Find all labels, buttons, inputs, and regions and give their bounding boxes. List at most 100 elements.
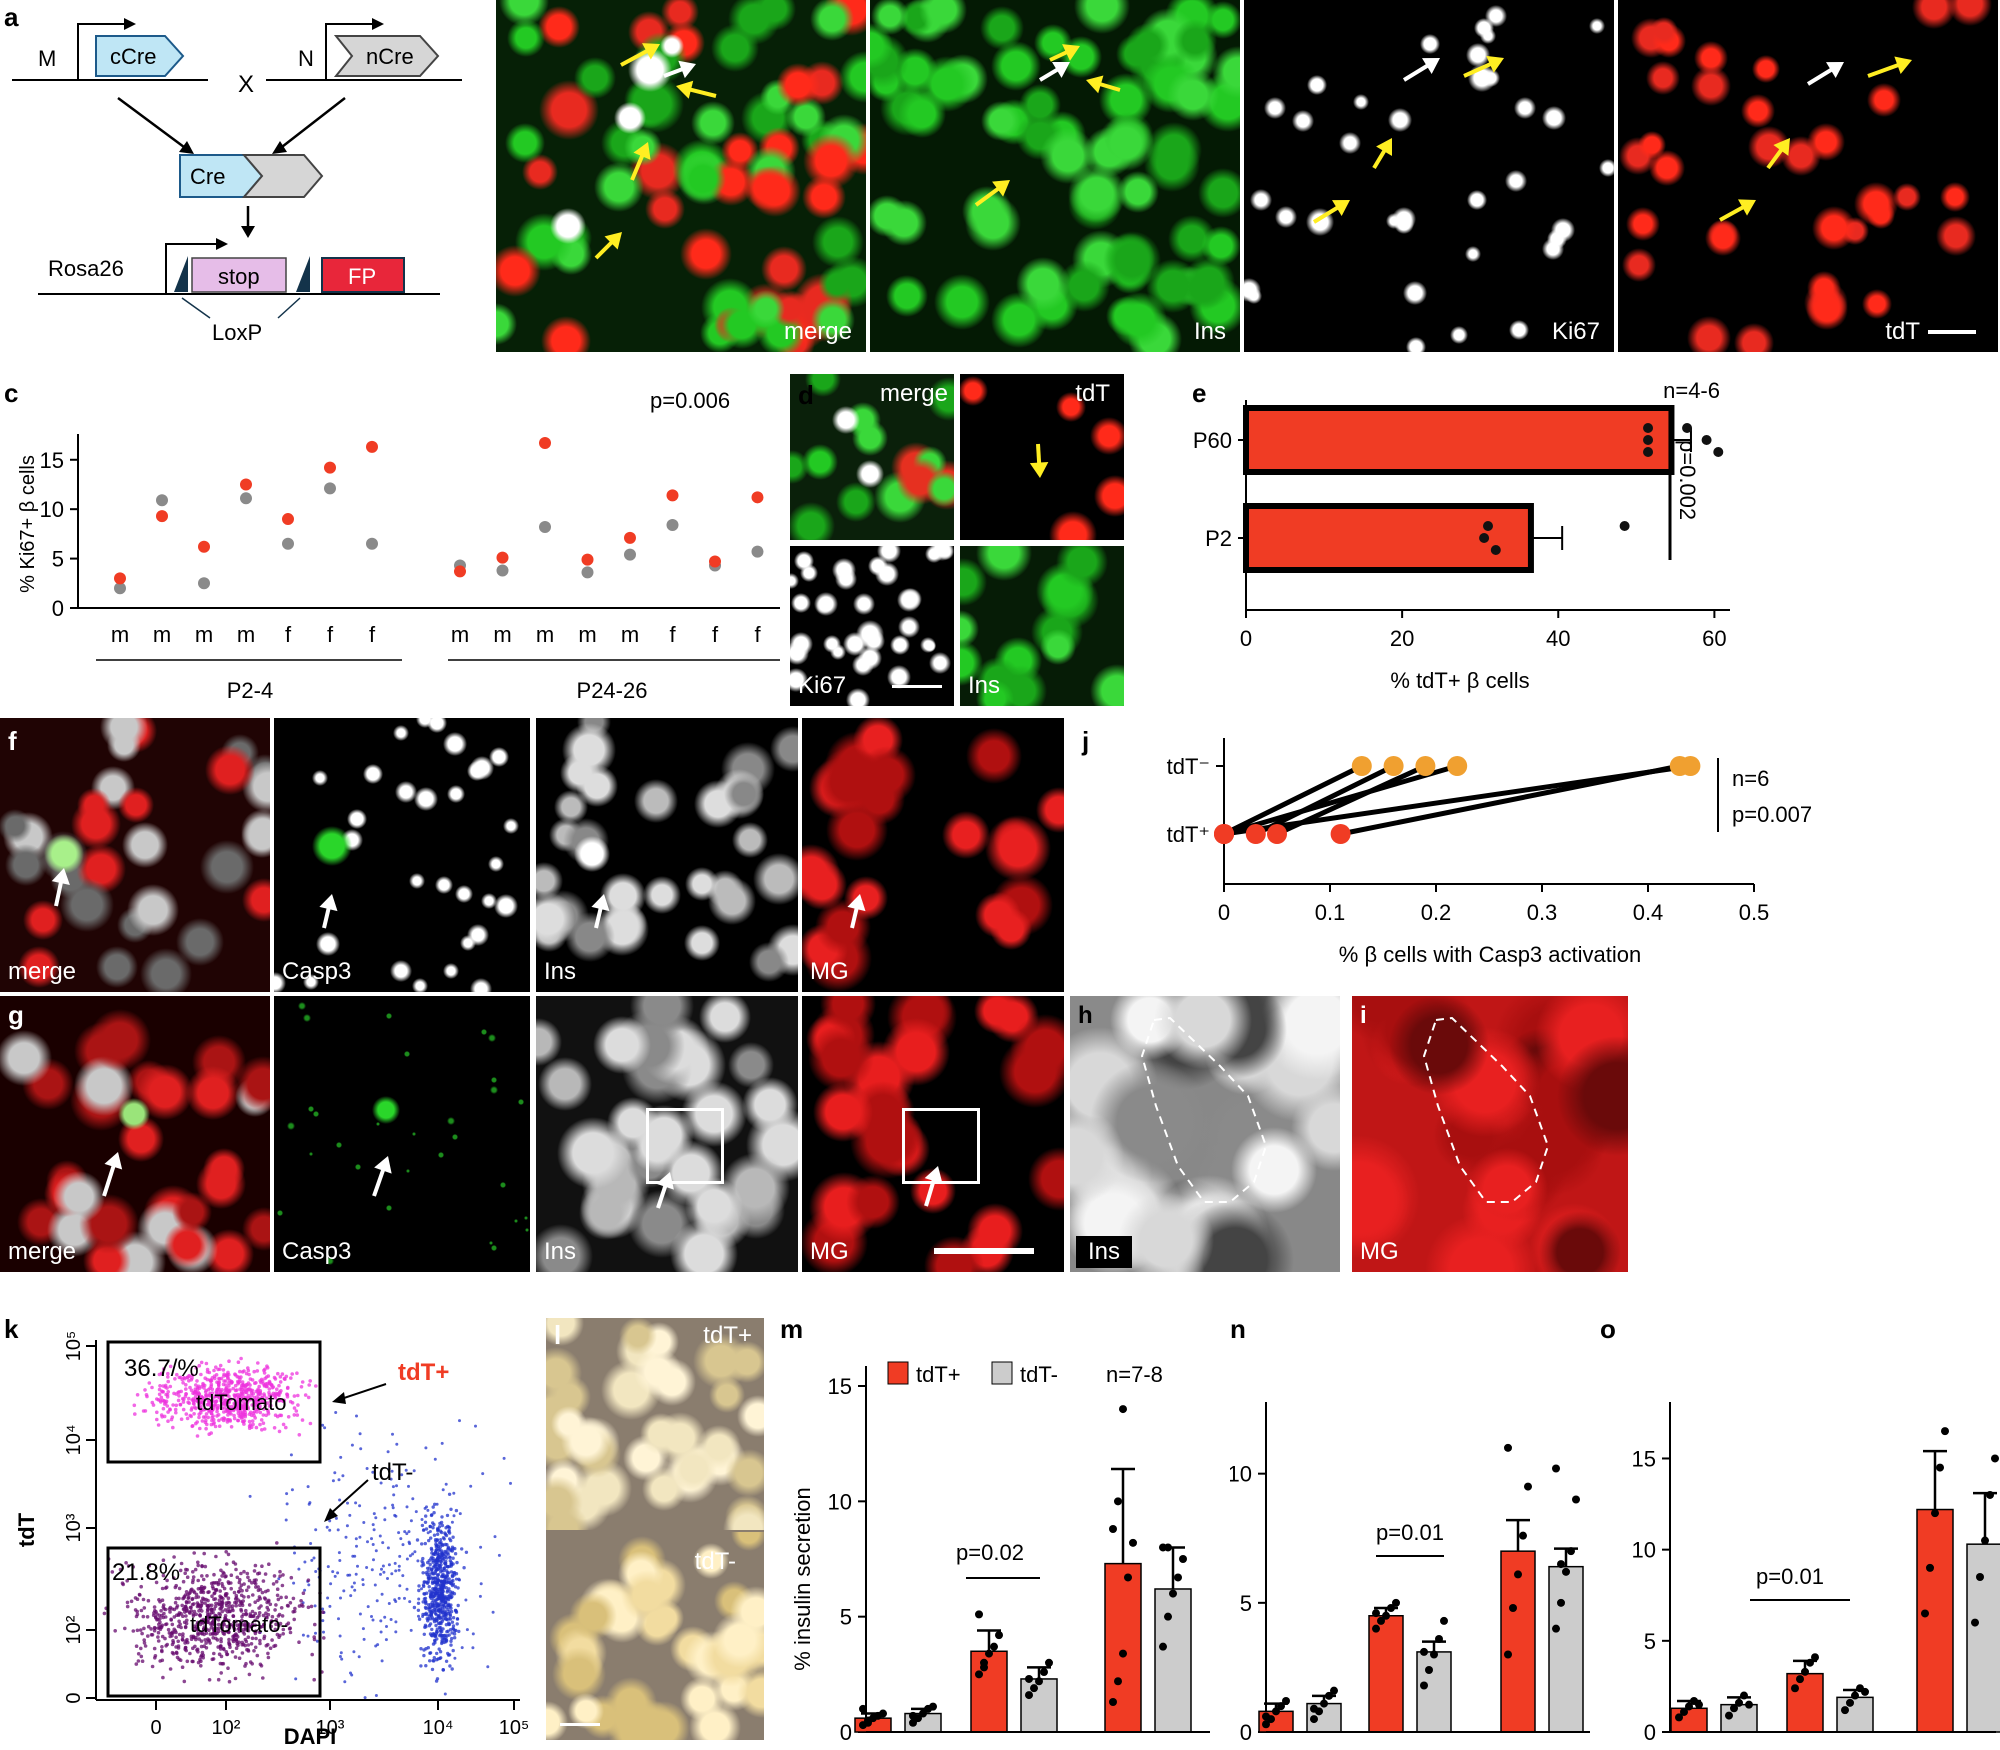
event-dot: [239, 1571, 243, 1576]
event-dot: [160, 1645, 164, 1649]
arrow-shaft: [1463, 61, 1494, 78]
event-dot: [233, 1562, 238, 1566]
event-dot: [253, 1563, 258, 1568]
label: merge: [8, 958, 77, 985]
data-point: [1435, 1635, 1443, 1643]
event-dot: [250, 1403, 254, 1407]
event-dot: [265, 1401, 270, 1405]
event-dot: [131, 1629, 136, 1633]
event-dot: [307, 1502, 311, 1506]
event-dot: [359, 1447, 363, 1451]
event-dot: [441, 1536, 446, 1540]
event-dot: [409, 1519, 413, 1523]
event-dot: [387, 1467, 391, 1471]
event-dot: [132, 1403, 137, 1408]
event-dot: [237, 1589, 241, 1594]
event-dot: [419, 1664, 423, 1668]
event-dot: [261, 1421, 266, 1425]
event-dot: [449, 1606, 453, 1610]
zoom-box: [902, 1108, 980, 1184]
event-dot: [242, 1369, 246, 1373]
event-dot: [454, 1577, 458, 1581]
event-dot: [144, 1393, 149, 1397]
x-tick-label: 0: [1240, 626, 1252, 651]
panel-m-letter: m: [780, 1314, 804, 1344]
event-dot: [313, 1622, 317, 1627]
event-dot: [174, 1410, 178, 1415]
event-dot: [136, 1652, 141, 1656]
event-dot: [314, 1528, 318, 1532]
event-dot: [288, 1399, 293, 1404]
event-dot: [308, 1421, 313, 1426]
event-dot: [264, 1611, 268, 1615]
event-dot: [219, 1644, 223, 1648]
event-dot: [308, 1379, 313, 1383]
event-dot: [219, 1395, 224, 1399]
event-dot: [150, 1385, 154, 1390]
data-point: [1025, 1691, 1033, 1700]
data-point: [1114, 1497, 1122, 1506]
event-dot: [191, 1397, 196, 1401]
event-dot: [215, 1414, 219, 1418]
event-dot: [438, 1633, 442, 1638]
event-dot: [230, 1404, 234, 1409]
event-dot: [246, 1368, 251, 1373]
y-tick-label: 0: [1240, 1720, 1252, 1745]
arrow-head: [1062, 44, 1080, 61]
event-dot: [214, 1580, 219, 1585]
event-dot: [350, 1585, 354, 1589]
arrow-shaft: [322, 905, 332, 929]
event-dot: [278, 1569, 282, 1574]
event-dot: [217, 1383, 221, 1388]
event-dot: [241, 1627, 246, 1632]
event-dot: [306, 1634, 310, 1638]
event-dot: [328, 1519, 332, 1523]
event-dot: [155, 1410, 159, 1415]
event-dot: [493, 1535, 497, 1539]
arrow-shaft: [687, 86, 717, 98]
event-dot: [242, 1582, 246, 1586]
event-dot: [205, 1574, 209, 1578]
event-dot: [437, 1563, 442, 1568]
data-point: [1372, 1609, 1380, 1618]
x-tick-label: 0: [150, 1717, 161, 1739]
arrow-shaft: [850, 905, 860, 929]
event-dot: [435, 1548, 439, 1552]
x-tick-label: f: [327, 622, 334, 647]
event-dot: [213, 1604, 218, 1609]
arrow-overlay: [319, 894, 338, 929]
event-dot: [166, 1371, 170, 1376]
event-dot: [177, 1632, 182, 1637]
y-tick-label: 15: [1632, 1446, 1656, 1471]
event-dot: [431, 1632, 435, 1636]
event-dot: [178, 1622, 182, 1626]
event-dot: [238, 1398, 243, 1403]
event-dot: [446, 1546, 451, 1550]
event-dot: [428, 1613, 433, 1617]
event-dot: [361, 1627, 365, 1631]
x-tick-label: m: [111, 622, 129, 647]
event-dot: [444, 1586, 448, 1590]
event-dot: [196, 1604, 201, 1608]
label: Ins: [1076, 1236, 1133, 1268]
event-dot: [234, 1638, 238, 1642]
event-dot: [240, 1588, 244, 1593]
stop-box: [191, 257, 287, 293]
event-dot: [133, 1412, 137, 1416]
data-point: [1680, 1707, 1688, 1716]
event-dot: [243, 1408, 247, 1412]
event-dot: [285, 1623, 289, 1627]
event-dot: [196, 1578, 200, 1583]
event-dot: [172, 1615, 177, 1619]
event-dot: [432, 1587, 437, 1591]
event-dot: [328, 1528, 332, 1532]
event-dot: [194, 1637, 198, 1642]
label-rosa26: Rosa26: [48, 256, 124, 281]
event-dot: [224, 1629, 229, 1634]
event-dot: [199, 1659, 203, 1664]
event-dot: [253, 1645, 258, 1650]
panel-b-ki67: Ki67: [1244, 0, 1614, 352]
event-dot: [434, 1623, 438, 1628]
data-point: [1619, 521, 1630, 531]
